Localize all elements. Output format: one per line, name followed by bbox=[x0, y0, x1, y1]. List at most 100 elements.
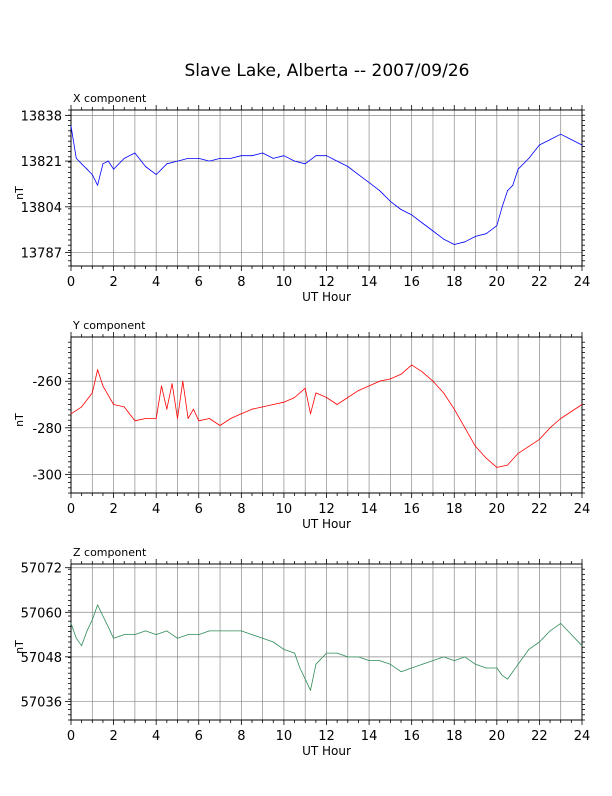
y-data-point bbox=[134, 420, 136, 422]
x-data-point bbox=[262, 152, 263, 154]
x-data-point bbox=[560, 133, 562, 135]
x-data-point bbox=[358, 174, 359, 176]
z-data-point bbox=[560, 623, 562, 624]
x-yaxis-label: nT bbox=[13, 186, 26, 200]
y-data-point bbox=[81, 406, 82, 408]
z-data-point bbox=[315, 663, 317, 665]
x-data-point bbox=[347, 166, 349, 167]
y-xtick-label: 2 bbox=[109, 502, 117, 517]
x-data-point bbox=[464, 241, 466, 243]
x-data-point bbox=[81, 163, 82, 165]
x-data-point bbox=[539, 144, 540, 146]
x-data-point bbox=[70, 125, 72, 127]
z-xtick-label: 14 bbox=[361, 729, 378, 744]
y-data-point bbox=[560, 418, 562, 419]
y-xtick-label: 8 bbox=[237, 502, 245, 517]
x-data-point bbox=[517, 168, 519, 170]
z-data-point bbox=[421, 663, 423, 665]
x-data-point bbox=[368, 182, 370, 184]
x-data-point bbox=[326, 155, 327, 157]
x-data-point bbox=[304, 163, 306, 165]
z-data-point bbox=[251, 634, 253, 635]
z-data-point bbox=[517, 663, 519, 665]
x-ytick-label: 13838 bbox=[21, 109, 62, 124]
z-data-point bbox=[358, 656, 359, 658]
x-xtick-label: 4 bbox=[152, 275, 160, 290]
x-data-point bbox=[219, 158, 221, 159]
z-data-point bbox=[347, 656, 349, 658]
x-xtick-label: 16 bbox=[403, 275, 420, 290]
x-xtick-label: 6 bbox=[195, 275, 203, 290]
y-data-point bbox=[336, 404, 338, 405]
x-data-point bbox=[107, 160, 109, 162]
y-data-point bbox=[70, 413, 72, 415]
x-data-point bbox=[187, 158, 189, 159]
z-data-point bbox=[155, 634, 157, 635]
z-data-point bbox=[485, 667, 487, 669]
y-data-point bbox=[113, 404, 114, 405]
y-panel-title: Y component bbox=[72, 319, 146, 332]
x-data-point bbox=[209, 160, 210, 162]
z-data-point bbox=[512, 671, 514, 673]
y-data-point bbox=[517, 453, 519, 454]
z-data-point bbox=[326, 652, 327, 654]
x-xtick-label: 2 bbox=[109, 275, 117, 290]
z-data-point bbox=[187, 634, 189, 635]
y-xtick-label: 18 bbox=[446, 502, 463, 517]
z-data-point bbox=[539, 641, 540, 643]
z-xtick-label: 0 bbox=[67, 729, 75, 744]
y-data-point bbox=[123, 406, 125, 408]
z-xtick-label: 24 bbox=[574, 729, 591, 744]
z-data-point bbox=[145, 630, 146, 632]
x-data-point bbox=[272, 158, 274, 159]
y-yaxis-label: nT bbox=[13, 413, 26, 427]
z-data-point bbox=[219, 630, 221, 632]
x-data-point bbox=[198, 158, 200, 159]
x-data-point bbox=[283, 155, 285, 157]
y-data-point bbox=[187, 418, 189, 419]
z-data-point bbox=[177, 637, 178, 639]
z-data-point bbox=[70, 623, 72, 624]
z-data-point bbox=[411, 667, 413, 669]
y-data-point bbox=[432, 380, 434, 382]
x-xtick-label: 10 bbox=[276, 275, 293, 290]
x-data-point bbox=[102, 163, 104, 165]
z-xtick-label: 20 bbox=[489, 729, 506, 744]
x-data-point bbox=[86, 168, 88, 170]
z-data-point bbox=[443, 656, 444, 658]
x-data-point bbox=[528, 158, 530, 159]
y-data-point bbox=[251, 408, 253, 410]
y-data-point bbox=[485, 457, 487, 459]
y-data-point bbox=[358, 390, 359, 391]
z-data-point bbox=[240, 630, 242, 632]
y-data-point bbox=[155, 418, 157, 419]
y-data-point bbox=[443, 392, 444, 394]
z-data-point bbox=[86, 630, 88, 632]
x-data-point bbox=[177, 160, 178, 162]
y-data-point bbox=[475, 446, 476, 447]
z-data-point bbox=[501, 675, 503, 676]
x-ytick-label: 13821 bbox=[21, 155, 62, 170]
x-data-point bbox=[432, 230, 434, 232]
z-panel: 0 2 4 6 8 10 12 14 16 18 20 22 245707257060570485703… bbox=[13, 546, 590, 758]
y-xtick-label: 0 bbox=[67, 502, 75, 517]
z-data-point bbox=[549, 630, 551, 632]
x-data-point bbox=[123, 158, 125, 159]
y-xtick-label: 20 bbox=[489, 502, 506, 517]
x-data-point bbox=[475, 236, 476, 237]
x-xtick-label: 20 bbox=[489, 275, 506, 290]
z-panel-title: Z component bbox=[73, 546, 147, 559]
x-data-point bbox=[581, 144, 583, 146]
z-data-point bbox=[166, 630, 168, 632]
z-ytick-label: 57036 bbox=[21, 695, 62, 710]
y-data-point bbox=[262, 406, 263, 408]
y-ytick-label: -260 bbox=[32, 375, 62, 390]
z-data-point bbox=[379, 660, 381, 661]
x-data-point bbox=[134, 152, 136, 154]
y-xtick-label: 10 bbox=[276, 502, 293, 517]
z-data-point bbox=[113, 637, 114, 639]
z-xtick-label: 6 bbox=[195, 729, 203, 744]
z-data-point bbox=[107, 626, 109, 628]
z-ytick-label: 57060 bbox=[21, 606, 62, 621]
